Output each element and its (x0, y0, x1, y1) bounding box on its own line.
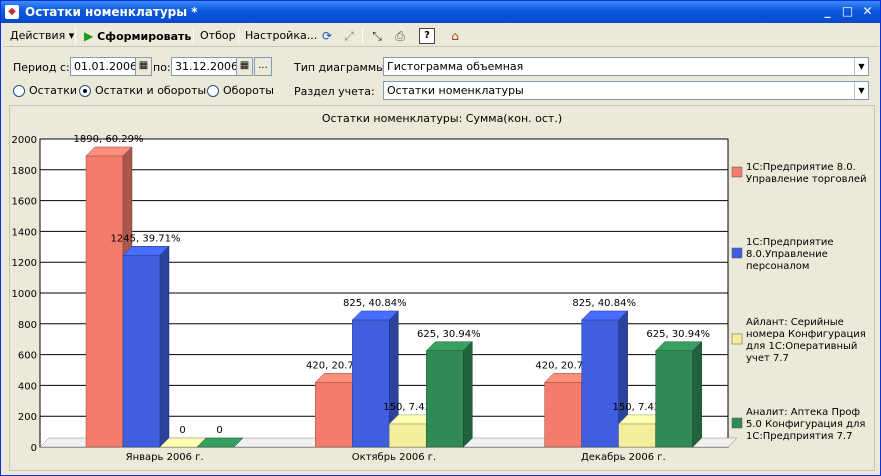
radio-turnover-label: Обороты (223, 84, 274, 97)
legend-label: Аналит: Аптека Проф 5.0 Конфигурация для 1… (746, 407, 865, 442)
x-tick-label: Январь 2006 г. (126, 452, 204, 463)
y-tick-label: 1800 (12, 166, 37, 177)
y-tick-label: 1000 (12, 289, 37, 300)
bar (426, 350, 464, 448)
print-icon[interactable]: ⎙ (395, 29, 405, 43)
close-button[interactable]: ✕ (862, 4, 873, 18)
section-select[interactable]: Остатки номенклатуры ▼ (383, 81, 869, 100)
period-from-label: Период с: (13, 61, 70, 74)
toolbar: Действия ▾ ▶ Сформировать Отбор Настройк… (3, 25, 879, 47)
data-label: 625, 30.94% (417, 329, 481, 340)
radio-circle-icon (13, 85, 25, 97)
x-tick-label: Октябрь 2006 г. (352, 452, 436, 463)
maximize-button[interactable]: □ (841, 4, 854, 18)
zoom-icon[interactable]: ⤡ (372, 29, 382, 43)
data-label: 625, 30.94% (646, 329, 710, 340)
y-tick-label: 1600 (12, 197, 37, 208)
chart-type-select[interactable]: Гистограмма объемная ▼ (383, 57, 869, 76)
data-label: 420, 20.79% (306, 360, 370, 371)
legend-swatch (731, 417, 743, 429)
bar-side (463, 341, 473, 448)
data-label: 150, 7.43% (613, 402, 670, 413)
y-tick-label: 0 (31, 443, 37, 454)
data-label: 1245, 39.71% (111, 233, 181, 244)
filter-button[interactable]: Отбор (200, 29, 236, 42)
y-tick-label: 800 (18, 320, 37, 331)
bar-side (233, 437, 244, 448)
bar (655, 350, 693, 448)
actions-menu-button[interactable]: Действия ▾ (10, 29, 75, 42)
section-label: Раздел учета: (294, 85, 375, 98)
bar (315, 382, 353, 448)
radio-balances-turnover[interactable]: Остатки и обороты (79, 84, 206, 98)
data-label: 150, 7.43% (383, 402, 440, 413)
dropdown-arrow-icon[interactable]: ▼ (854, 82, 868, 99)
period-select-button[interactable]: ... (254, 57, 272, 76)
refresh-icon[interactable]: ⟳ (321, 29, 333, 43)
y-tick-label: 2000 (12, 135, 37, 146)
home-icon[interactable]: ⌂ (451, 29, 459, 43)
chart-svg: Остатки номенклатуры: Сумма(кон. ост.) 0 2… (12, 112, 867, 463)
toolbar-separator (75, 28, 76, 44)
period-from-input[interactable]: 01.01.2006 (70, 57, 136, 76)
y-tick-label: 400 (18, 381, 37, 392)
bar (581, 319, 619, 448)
radio-balances[interactable]: Остатки (13, 84, 77, 98)
legend-label: Айлант: Серийные номера Конфигурация для 1… (746, 317, 866, 364)
play-icon: ▶ (84, 29, 94, 43)
expand-icon[interactable]: ⤢ (344, 29, 354, 43)
chart-type-value: Гистограмма объемная (387, 60, 524, 73)
radio-balances-label: Остатки (29, 84, 78, 97)
title-bar[interactable]: ◆ Остатки номенклатуры * _ □ ✕ (1, 1, 880, 23)
radio-turnover[interactable]: Обороты (207, 84, 274, 98)
data-label: 0 (179, 425, 185, 436)
bar (85, 155, 124, 448)
legend-label: 1С:Предприятие 8.0.Управление персоналом (746, 237, 834, 272)
generate-button[interactable]: ▶ Сформировать (81, 27, 194, 45)
toolbar-separator (238, 28, 239, 44)
chart-title: Остатки номенклатуры: Сумма(кон. ост.) (322, 112, 562, 125)
legend-swatch (731, 247, 743, 259)
calendar-to-icon[interactable]: ▦ (236, 57, 253, 76)
period-to-label: по: (153, 61, 171, 74)
bar (122, 255, 161, 448)
bar (544, 382, 582, 448)
y-tick-label: 200 (18, 412, 37, 423)
bar (389, 423, 427, 448)
legend-swatch (731, 333, 743, 345)
bar-side (692, 341, 702, 448)
y-tick-label: 1400 (12, 227, 37, 238)
toolbar-separator (362, 28, 363, 44)
bar (352, 319, 390, 448)
calendar-from-icon[interactable]: ▦ (135, 57, 152, 76)
bar (618, 423, 656, 448)
period-to-input[interactable]: 31.12.2006 (171, 57, 237, 76)
radio-balances-turnover-label: Остатки и обороты (95, 84, 207, 97)
x-tick-label: Декабрь 2006 г. (581, 452, 666, 463)
help-icon[interactable]: ? (419, 28, 435, 44)
window-title: Остатки номенклатуры * (25, 5, 198, 19)
dropdown-arrow-icon[interactable]: ▼ (854, 58, 868, 75)
data-label: 825, 40.84% (343, 298, 407, 309)
legend-swatch (731, 166, 743, 178)
data-label: 420, 20.79% (535, 360, 599, 371)
radio-circle-icon (207, 85, 219, 97)
data-label: 0 (216, 425, 222, 436)
bar-side (159, 245, 170, 448)
legend-label: 1С:Предприятие 8.0. Управление торговлей (746, 162, 867, 185)
chart-type-label: Тип диаграммы (294, 61, 385, 74)
app-icon: ◆ (5, 5, 19, 19)
y-tick-label: 1200 (12, 258, 37, 269)
settings-button[interactable]: Настройка... (245, 29, 318, 42)
y-tick-label: 600 (18, 351, 37, 362)
minimize-button[interactable]: _ (824, 4, 831, 18)
generate-label: Сформировать (97, 30, 192, 43)
data-label: 1890, 60.29% (74, 134, 144, 145)
section-value: Остатки номенклатуры (387, 84, 524, 97)
radio-circle-icon (79, 85, 91, 97)
data-label: 825, 40.84% (572, 298, 636, 309)
toolbar-separator (193, 28, 194, 44)
chart-panel: Остатки номенклатуры: Сумма(кон. ост.) 0 2… (9, 105, 875, 471)
